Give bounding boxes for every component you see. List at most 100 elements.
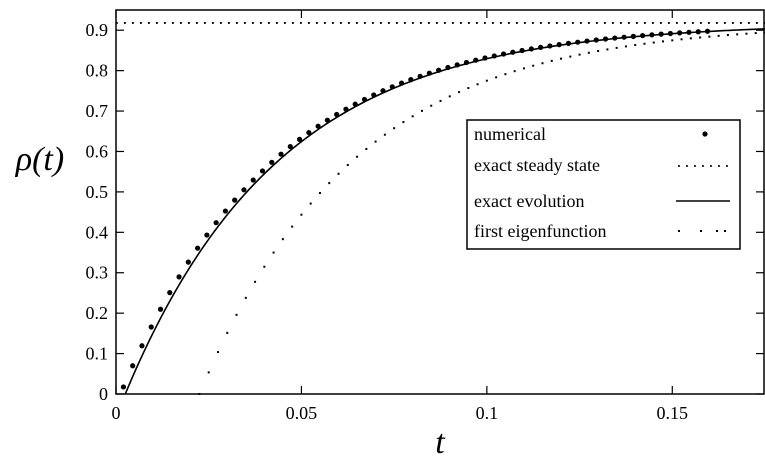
x-axis-title: t: [435, 424, 446, 458]
eigenfunction-point: [383, 133, 386, 136]
eigenfunction-point: [671, 39, 674, 42]
numerical-point: [334, 111, 340, 118]
eigenfunction-point: [699, 36, 702, 39]
eigenfunction-point: [754, 32, 757, 35]
numerical-point: [389, 84, 395, 90]
eigenfunction-point: [281, 238, 284, 241]
numerical-point: [194, 245, 201, 251]
exact-evolution-series: [124, 28, 765, 395]
numerical-point: [139, 343, 145, 349]
legend-sample-eigen-dot: [700, 230, 702, 232]
numerical-point: [185, 259, 191, 265]
numerical-point: [269, 159, 275, 165]
eigenfunction-point: [467, 87, 470, 90]
numerical-point: [222, 208, 228, 214]
eigenfunction-point: [439, 99, 442, 102]
eigenfunction-point: [624, 45, 627, 48]
eigenfunction-point: [374, 140, 377, 143]
eigenfunction-point: [495, 76, 498, 79]
numerical-point: [259, 168, 266, 174]
numerical-point: [213, 220, 219, 226]
eigenfunction-point: [263, 265, 266, 268]
eigenfunction-point: [587, 51, 590, 54]
numerical-point: [649, 32, 655, 38]
numerical-point: [436, 67, 442, 73]
numerical-point: [287, 143, 293, 150]
numerical-point: [167, 290, 173, 296]
numerical-point: [371, 92, 377, 98]
numerical-point: [315, 123, 321, 129]
eigenfunction-point: [207, 371, 210, 374]
eigenfunction-point: [708, 35, 711, 38]
numerical-point: [593, 37, 599, 43]
eigenfunction-point: [634, 44, 637, 47]
x-tick-label: 0.05: [286, 403, 318, 423]
eigenfunction-point: [291, 225, 294, 228]
y-tick-label: 0.9: [86, 20, 109, 40]
y-tick-label: 0.6: [86, 141, 109, 161]
eigenfunction-point: [226, 331, 229, 334]
eigenfunction-point: [560, 57, 563, 60]
eigenfunction-point: [652, 41, 655, 44]
eigenfunction-point: [522, 67, 525, 70]
eigenfunction-point: [235, 313, 238, 316]
eigenfunction-point: [300, 213, 303, 216]
numerical-point: [176, 274, 182, 280]
eigenfunction-point: [458, 91, 461, 94]
eigenfunction-point: [244, 296, 247, 299]
y-tick-label: 0.7: [86, 101, 109, 121]
numerical-point: [473, 57, 479, 63]
legend: numerical exact steady state exact evolu…: [466, 119, 741, 250]
eigenfunction-point: [662, 40, 665, 43]
eigenfunction-point: [569, 55, 572, 58]
numerical-point: [120, 384, 127, 390]
numerical-point: [538, 44, 544, 51]
numerical-point: [640, 32, 646, 39]
numerical-point: [417, 73, 423, 79]
numerical-point: [361, 96, 368, 103]
eigenfunction-point: [680, 38, 683, 41]
y-tick-label: 0.1: [86, 344, 109, 364]
numerical-point: [658, 31, 664, 37]
eigenfunction-point: [513, 70, 516, 73]
x-tick-label: 0: [112, 403, 121, 423]
numerical-point: [278, 151, 284, 157]
numerical-point: [621, 34, 627, 40]
eigenfunction-point: [745, 32, 748, 35]
numerical-point: [352, 101, 358, 107]
eigenfunction-point: [550, 59, 553, 62]
numerical-point: [528, 46, 534, 52]
legend-box: [466, 119, 741, 250]
numerical-point: [148, 324, 154, 330]
numerical-point: [445, 64, 451, 71]
numerical-point: [482, 55, 488, 61]
eigenfunction-point: [689, 37, 692, 40]
eigenfunction-point: [448, 95, 451, 98]
numerical-point: [500, 51, 507, 57]
eigenfunction-point: [402, 121, 405, 124]
numerical-point: [232, 197, 238, 203]
eigenfunction-point: [393, 127, 396, 130]
eigenfunction-point: [411, 115, 414, 118]
first-eigenfunction-series: [198, 31, 765, 395]
numerical-point: [398, 80, 405, 86]
eigenfunction-point: [272, 251, 275, 254]
plot-frame: [115, 9, 765, 395]
numerical-point: [130, 363, 136, 369]
legend-sample-numerical: [702, 131, 708, 137]
eigenfunction-point: [643, 42, 646, 45]
numerical-point: [204, 232, 210, 238]
numerical-point: [704, 28, 711, 34]
numerical-point: [157, 306, 164, 312]
y-tick-label: 0.3: [86, 263, 109, 283]
numerical-point: [612, 35, 618, 41]
numerical-point: [556, 42, 562, 48]
numerical-point: [408, 77, 414, 83]
y-axis-title: ρ(t): [15, 141, 64, 178]
eigenfunction-point: [365, 147, 368, 150]
eigenfunction-point: [430, 104, 433, 107]
numerical-point: [695, 29, 701, 35]
y-tick-label: 0.4: [86, 222, 109, 242]
axes: [115, 9, 765, 395]
